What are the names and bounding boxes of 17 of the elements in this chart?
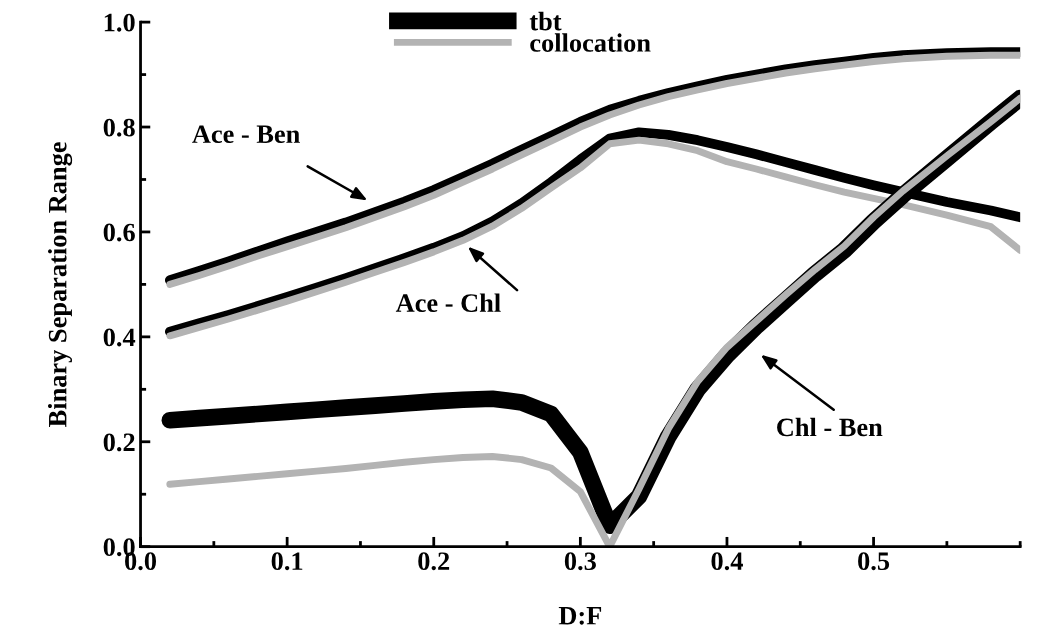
annotation: Chl - Ben [777, 417, 883, 437]
x-tick-label: 0.3 [564, 552, 596, 571]
annotation: Ace - Ben [192, 125, 300, 144]
y-tick-label: 0.2 [103, 433, 135, 452]
y-tick-label: 1.0 [104, 13, 135, 32]
x-tick-label: 0.4 [711, 552, 743, 571]
legend-label: tbt [529, 11, 562, 31]
x-tick-label: 0.1 [271, 552, 303, 571]
annotation: Ace - Chl [395, 293, 501, 312]
x-tick-label: 0.5 [858, 552, 890, 571]
legend-label: collocation [530, 33, 651, 52]
x-tick-label: 0.2 [418, 552, 450, 571]
y-tick-label: 0.6 [103, 223, 135, 242]
y-tick-label: 0.4 [103, 328, 136, 347]
x-axis-title: D:F [558, 607, 602, 625]
y-axis-title: Binary Separation Range [47, 142, 73, 427]
y-tick-label: 0.8 [103, 118, 135, 137]
